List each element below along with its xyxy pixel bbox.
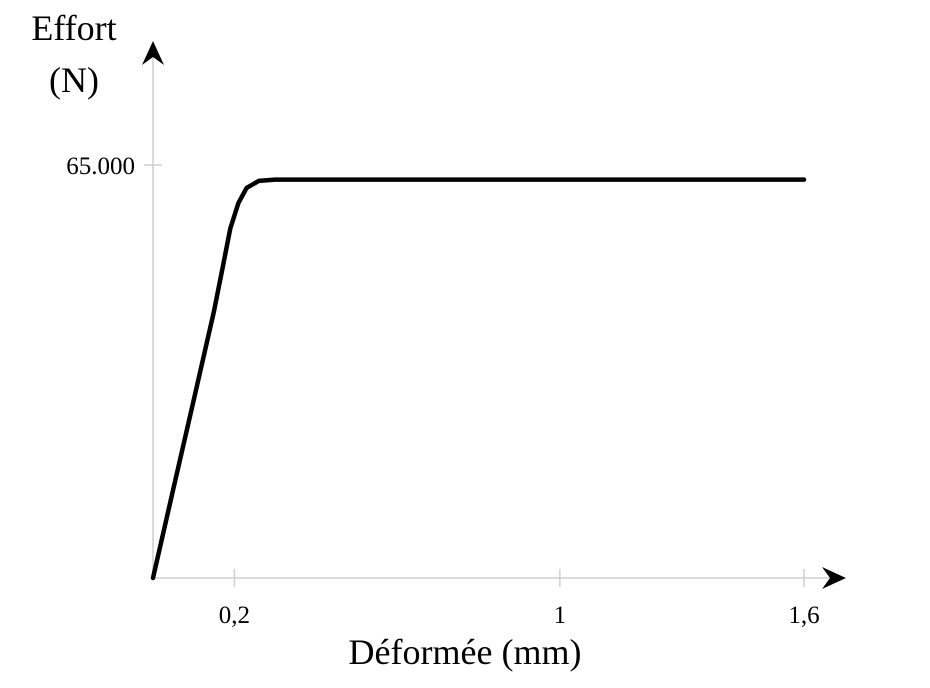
- y-axis-arrow-icon: [142, 41, 164, 65]
- y-axis-title-line-2: (N): [49, 60, 99, 100]
- series-line: [150, 177, 807, 581]
- y-axis-title-line-1: Effort: [31, 8, 116, 48]
- y-tick-label: 65.000: [66, 153, 135, 180]
- x-tick-label: 1: [554, 602, 567, 629]
- x-ticks: 0,2 1 1,6: [219, 569, 820, 629]
- y-ticks: 65.000: [66, 153, 162, 180]
- axes: [142, 41, 846, 589]
- x-axis-arrow-icon: [822, 567, 846, 589]
- x-tick-label: 0,2: [219, 602, 250, 629]
- x-tick-label: 1,6: [788, 602, 819, 629]
- plot-area: [150, 177, 807, 581]
- y-axis-title: Effort (N): [31, 8, 116, 100]
- x-axis-title: Déformée (mm): [349, 632, 582, 672]
